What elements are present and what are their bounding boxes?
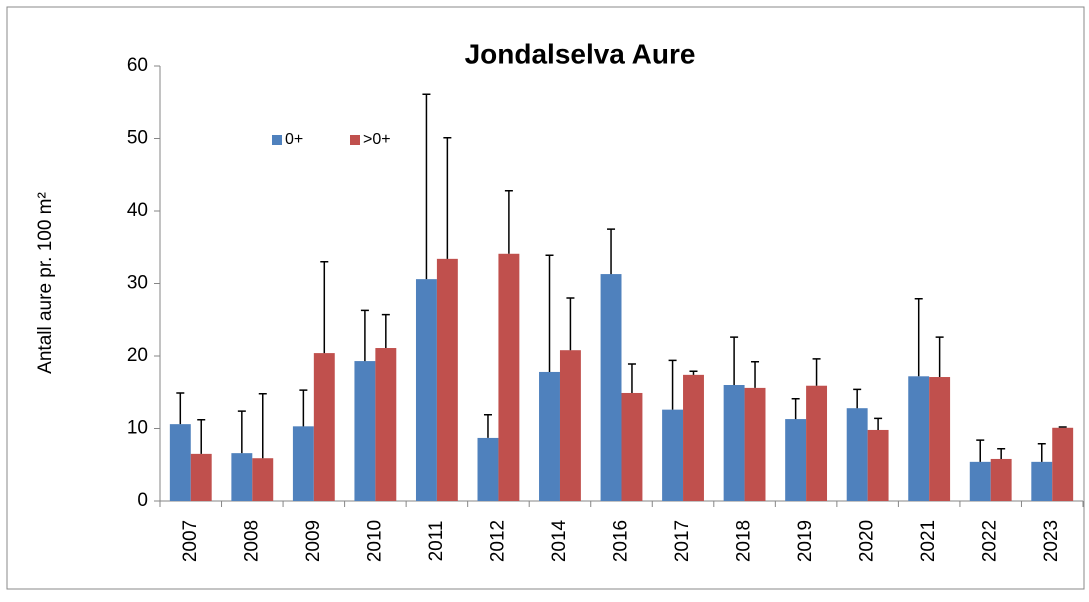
- bar: [600, 274, 622, 501]
- x-tick-label: 2011: [426, 521, 447, 562]
- error-bar: [607, 228, 616, 275]
- error-bar: [422, 93, 431, 280]
- x-tick-label: 2022: [980, 520, 1001, 562]
- error-bar: [1058, 426, 1067, 428]
- bar: [252, 458, 274, 501]
- bar: [662, 409, 684, 501]
- error-bar: [360, 309, 369, 362]
- error-bar: [176, 392, 185, 425]
- error-bar: [689, 370, 698, 375]
- x-tick-label: 2012: [487, 520, 508, 562]
- error-bar: [812, 358, 821, 386]
- legend-swatch: [350, 135, 360, 145]
- bar: [723, 385, 745, 501]
- error-bar: [935, 336, 944, 378]
- bar: [539, 371, 560, 501]
- error-bar: [751, 361, 760, 388]
- bar: [436, 258, 458, 501]
- error-bar: [443, 137, 452, 259]
- bar: [477, 437, 499, 501]
- x-tick-label: 2009: [303, 520, 324, 562]
- y-tick-label: 60: [127, 55, 148, 76]
- error-bar: [237, 410, 246, 454]
- bar: [375, 348, 397, 501]
- error-bar: [1037, 442, 1046, 462]
- bar: [867, 429, 889, 501]
- error-bar: [976, 439, 985, 462]
- bar: [1031, 461, 1053, 501]
- bar: [169, 424, 191, 501]
- bar: [744, 387, 766, 501]
- y-tick-label: 20: [127, 345, 148, 366]
- bar: [354, 361, 376, 501]
- bar: [846, 408, 868, 501]
- x-tick-label: 2007: [180, 520, 201, 562]
- y-tick-label: 0: [137, 490, 148, 511]
- x-tick-label: 2016: [611, 520, 632, 562]
- bar: [929, 377, 951, 501]
- error-bar: [627, 363, 636, 393]
- error-bar: [997, 448, 1006, 459]
- bar: [683, 374, 704, 501]
- bar: [908, 376, 930, 501]
- error-bar: [791, 398, 800, 420]
- y-axis-label: Antall aure pr. 100 m²: [35, 192, 56, 374]
- bar: [190, 453, 212, 501]
- x-tick-label: 2021: [918, 520, 939, 562]
- legend-label: >0+: [363, 131, 391, 148]
- bar: [559, 350, 581, 501]
- y-tick-label: 10: [127, 418, 148, 439]
- bar: [415, 279, 437, 501]
- bar: [621, 392, 643, 501]
- y-tick-label: 30: [127, 273, 148, 294]
- error-bar: [381, 313, 390, 349]
- x-tick-label: 2014: [549, 519, 570, 562]
- legend-swatch: [272, 135, 282, 145]
- x-tick-label: 2018: [734, 520, 755, 562]
- bar: [969, 461, 991, 501]
- error-bar: [258, 392, 267, 459]
- bar: [990, 458, 1012, 501]
- chart-title: Jondalselva Aure: [465, 38, 696, 69]
- x-tick-label: 2019: [795, 520, 816, 562]
- bar: [313, 353, 335, 501]
- bar: [231, 453, 253, 501]
- bar: [785, 419, 807, 501]
- error-bar: [504, 189, 513, 254]
- error-bar: [483, 413, 492, 438]
- error-bar: [320, 261, 329, 354]
- bar: [498, 253, 520, 501]
- bar: [1052, 427, 1074, 501]
- x-tick-label: 2017: [672, 520, 693, 562]
- legend-label: 0+: [285, 131, 303, 148]
- error-bar: [197, 419, 206, 454]
- y-tick-label: 40: [127, 200, 148, 221]
- error-bar: [566, 297, 575, 351]
- error-bar: [299, 389, 308, 427]
- x-tick-label: 2023: [1041, 520, 1062, 562]
- error-bar: [914, 297, 923, 377]
- error-bar: [853, 388, 862, 409]
- y-tick-label: 50: [127, 128, 148, 149]
- x-tick-label: 2010: [364, 520, 385, 562]
- bar: [292, 426, 314, 501]
- error-bar: [668, 359, 677, 410]
- error-bar: [874, 417, 883, 430]
- x-tick-label: 2008: [241, 520, 262, 562]
- error-bar: [545, 254, 554, 372]
- x-tick-label: 2020: [857, 520, 878, 562]
- error-bar: [730, 336, 739, 385]
- bar: [806, 385, 828, 501]
